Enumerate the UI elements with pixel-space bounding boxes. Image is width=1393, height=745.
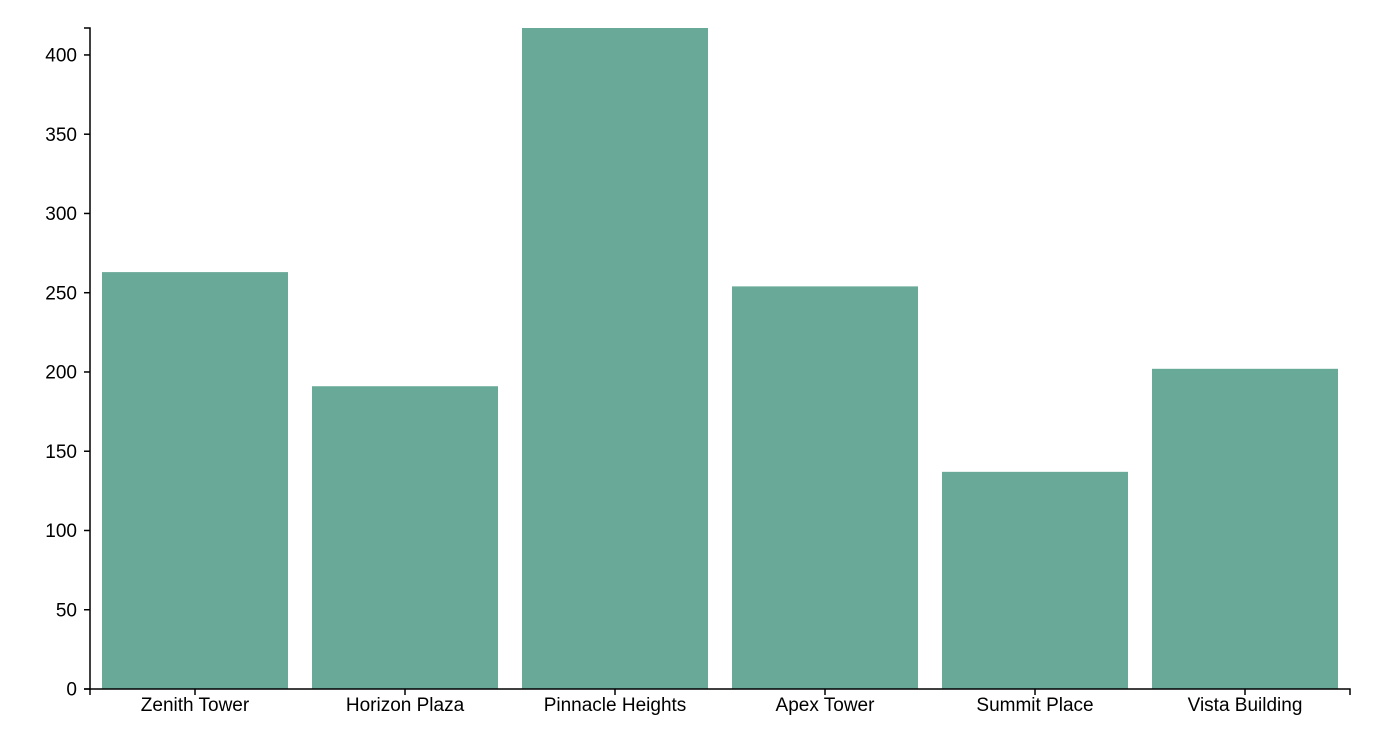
x-axis-line — [89, 688, 1351, 695]
y-axis-line — [84, 27, 91, 690]
bar — [522, 28, 708, 689]
bars-group — [102, 28, 1338, 689]
y-tick-label: 100 — [45, 521, 77, 542]
bar — [1152, 368, 1338, 689]
y-tick-label: 150 — [45, 442, 77, 463]
x-tick-label: Pinnacle Heights — [544, 695, 687, 716]
x-tick-label: Vista Building — [1188, 695, 1303, 716]
y-tick-label: 0 — [66, 680, 77, 701]
y-tick-label: 50 — [56, 600, 77, 621]
x-axis: Zenith Tower Horizon Plaza Pinnacle Height… — [89, 688, 1351, 716]
y-axis: 0 50 100 150 200 250 300 350 400 — [45, 27, 91, 701]
x-tick-label: Apex Tower — [776, 695, 876, 716]
y-tick-label: 350 — [45, 125, 77, 146]
y-tick-label: 300 — [45, 204, 77, 225]
x-tick-label: Zenith Tower — [141, 695, 250, 716]
bar — [312, 386, 498, 689]
x-tick-label: Horizon Plaza — [346, 695, 465, 716]
x-tick-label: Summit Place — [976, 695, 1093, 716]
bar — [942, 471, 1128, 689]
y-tick-label: 400 — [45, 46, 77, 67]
y-tick-label: 200 — [45, 363, 77, 384]
bar — [732, 286, 918, 689]
bar — [102, 272, 288, 689]
y-tick-label: 250 — [45, 283, 77, 304]
